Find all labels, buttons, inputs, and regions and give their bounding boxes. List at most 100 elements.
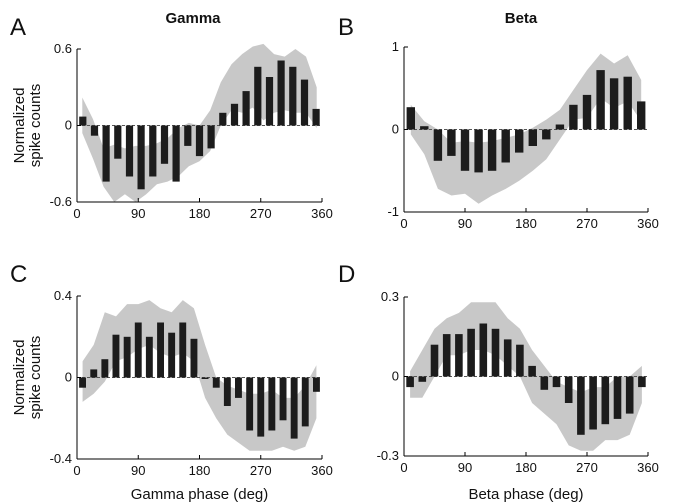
- bar: [467, 328, 475, 377]
- bar: [125, 125, 134, 177]
- bar: [219, 112, 227, 126]
- bar: [503, 339, 512, 377]
- x-tick-label: 180: [189, 463, 211, 478]
- x-tick-label: 90: [458, 460, 472, 475]
- bar: [157, 322, 164, 378]
- bar: [277, 60, 285, 126]
- y-tick-label: 0.3: [381, 289, 399, 304]
- bar: [564, 376, 573, 403]
- x-axis-label: Gamma phase (deg): [131, 486, 269, 503]
- x-tick-label: 90: [458, 216, 472, 231]
- y-tick-label: 1: [392, 39, 399, 54]
- bar: [487, 129, 497, 171]
- bar: [623, 76, 632, 130]
- x-tick-label: 180: [515, 460, 537, 475]
- bar: [501, 129, 510, 163]
- bar: [300, 79, 309, 126]
- y-tick-label: -0.4: [50, 451, 72, 466]
- bar: [637, 101, 646, 130]
- bar: [418, 376, 427, 382]
- y-axis-label: spike counts: [27, 336, 44, 419]
- panel-title: Gamma: [165, 10, 221, 27]
- x-tick-label: 270: [576, 216, 598, 231]
- bar: [479, 323, 488, 377]
- bar: [90, 369, 98, 378]
- x-tick-label: 90: [131, 206, 145, 221]
- bar: [212, 377, 220, 388]
- x-tick-label: 360: [637, 460, 659, 475]
- bar: [179, 322, 187, 378]
- y-tick-label: 0: [392, 122, 399, 137]
- bar: [279, 377, 287, 421]
- y-tick-label: -0.6: [50, 194, 72, 209]
- bar: [442, 334, 451, 377]
- x-tick-label: 0: [400, 460, 407, 475]
- x-tick-label: 360: [311, 463, 333, 478]
- bar: [474, 129, 483, 173]
- bar: [540, 376, 549, 390]
- bar: [625, 376, 634, 414]
- bar: [516, 344, 524, 377]
- bar: [207, 125, 215, 149]
- bar: [406, 376, 414, 388]
- bar: [160, 125, 169, 164]
- bar: [230, 103, 239, 126]
- bar: [235, 377, 242, 398]
- bar: [569, 104, 578, 130]
- bar: [102, 125, 110, 182]
- y-tick-label: -0.3: [377, 448, 399, 463]
- panel-letter: C: [10, 261, 27, 288]
- bar: [420, 126, 429, 130]
- bar: [242, 91, 250, 126]
- bar: [145, 336, 153, 378]
- bar: [555, 124, 565, 130]
- bar: [79, 377, 86, 388]
- bar: [609, 78, 619, 130]
- y-axis-label: Normalized: [11, 88, 28, 164]
- bar: [265, 77, 274, 126]
- x-tick-label: 270: [576, 460, 598, 475]
- bar: [313, 377, 320, 392]
- bar: [515, 129, 524, 153]
- bar: [638, 376, 646, 388]
- bar: [596, 70, 605, 130]
- panel-title: Beta: [505, 10, 538, 27]
- bar: [268, 377, 276, 431]
- bar: [90, 125, 99, 136]
- bar: [195, 125, 204, 157]
- x-tick-label: 270: [250, 206, 272, 221]
- x-tick-label: 180: [515, 216, 537, 231]
- bar: [455, 334, 463, 377]
- bar: [254, 66, 262, 126]
- bar: [172, 125, 180, 182]
- bar: [290, 377, 298, 439]
- bar: [289, 66, 297, 126]
- x-tick-label: 360: [311, 206, 333, 221]
- bar: [433, 129, 443, 161]
- y-tick-label: -1: [387, 204, 399, 219]
- x-tick-label: 270: [250, 463, 272, 478]
- bar: [112, 334, 120, 378]
- bar: [491, 328, 500, 377]
- bar: [577, 376, 585, 435]
- bar: [460, 129, 470, 171]
- y-axis-label: spike counts: [27, 84, 44, 167]
- bar: [149, 125, 157, 177]
- x-tick-label: 90: [131, 463, 145, 478]
- y-tick-label: 0.6: [54, 41, 72, 56]
- bar: [447, 129, 456, 156]
- bar: [257, 377, 265, 437]
- bar: [137, 125, 145, 190]
- bar: [301, 377, 309, 427]
- y-tick-label: 0: [65, 118, 72, 133]
- bar: [184, 125, 192, 146]
- bar: [582, 94, 592, 130]
- bar: [246, 377, 254, 431]
- panel-letter: A: [10, 14, 26, 41]
- y-tick-label: 0: [65, 370, 72, 385]
